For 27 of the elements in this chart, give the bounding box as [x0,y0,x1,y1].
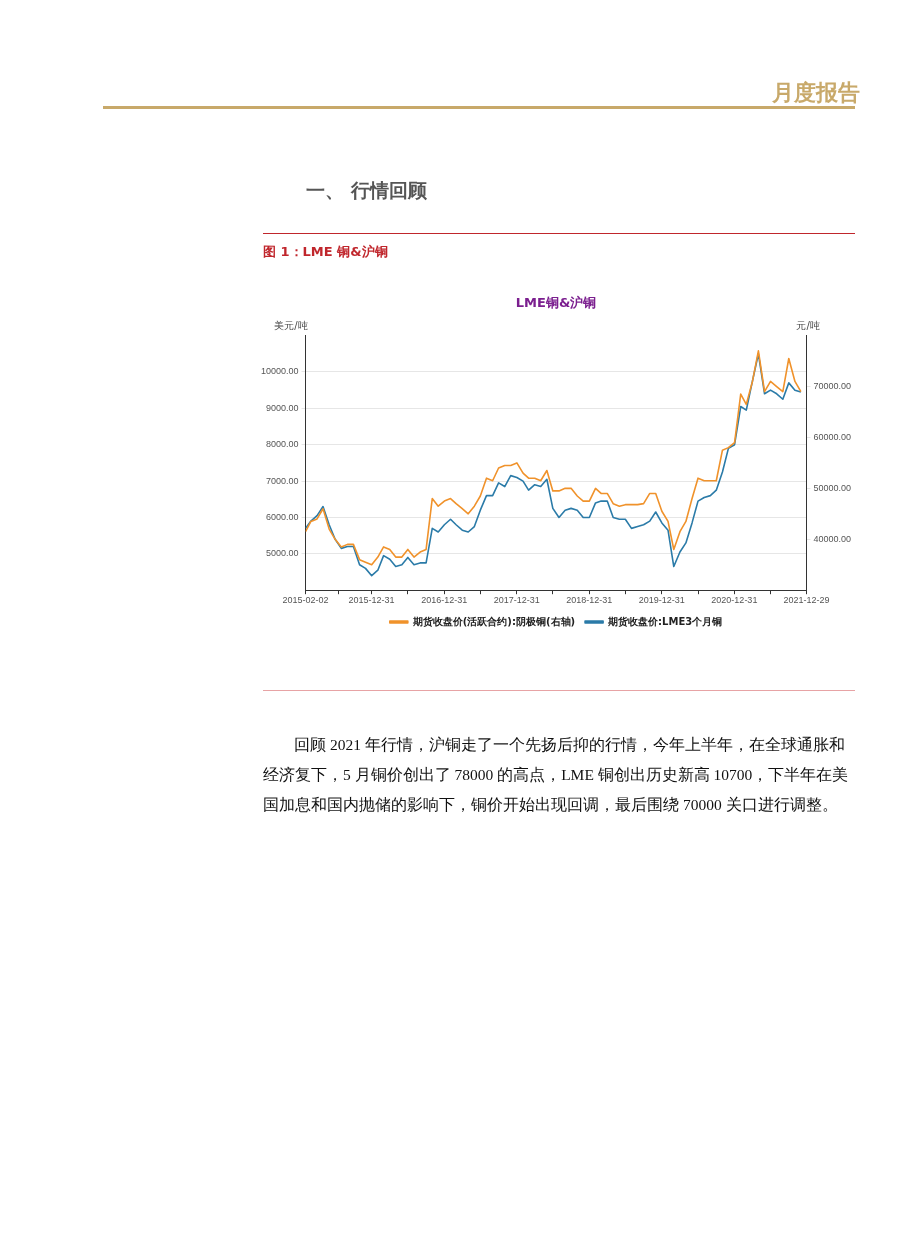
x-tick-label: 2020-12-31 [711,595,758,606]
text: 月度报告 [772,79,860,107]
legend-label: 期货收盘价:LME3个月铜 [607,615,723,627]
y-axis-title: 美元/吨 [274,320,308,332]
text: 回顾 2021 年行情，沪铜走了一个先扬后抑的行情，今年上半年，在全球通胀和经济复下，5 月铜价创出了 78000 的高点，LME 铜创出历史新高 10700，下半年在美国加息和国内抛储的影响下，铜价开始出现回调，最后围绕 70000 关口进行调整。 [263,735,850,815]
y2-axis-title: 元/吨 [796,320,820,332]
x-tick-label: 2016-12-31 [421,595,468,606]
y-tick-label: 5000.00 [265,548,299,559]
y-tick-label: 9000.00 [265,402,299,413]
x-tick-label: 2021-12-29 [783,595,830,606]
x-tick-label: 2018-12-31 [566,595,613,606]
y-tick-label: 10000.00 [260,366,299,377]
y2-tick-label: 40000.00 [813,533,852,544]
legend-label: 期货收盘价(活跃合约):阴极铜(右轴) [411,615,576,627]
y-tick-label: 6000.00 [265,511,299,522]
x-tick-label: 2015-02-02 [282,595,329,606]
y2-tick-label: 60000.00 [813,431,852,442]
chart-subtitle: 图 1：LME 铜&沪铜 [263,243,388,261]
y-tick-label: 8000.00 [265,439,299,450]
x-tick-label: 2017-12-31 [493,595,540,606]
chart-title: LME铜&沪铜 [515,295,597,311]
x-tick-label: 2019-12-31 [638,595,685,606]
text: 一、 行情回顾 [306,178,427,203]
x-tick-label: 2015-12-31 [348,595,395,606]
y2-tick-label: 70000.00 [813,381,852,391]
y-tick-label: 7000.00 [265,475,299,486]
y2-tick-label: 50000.00 [813,482,852,493]
